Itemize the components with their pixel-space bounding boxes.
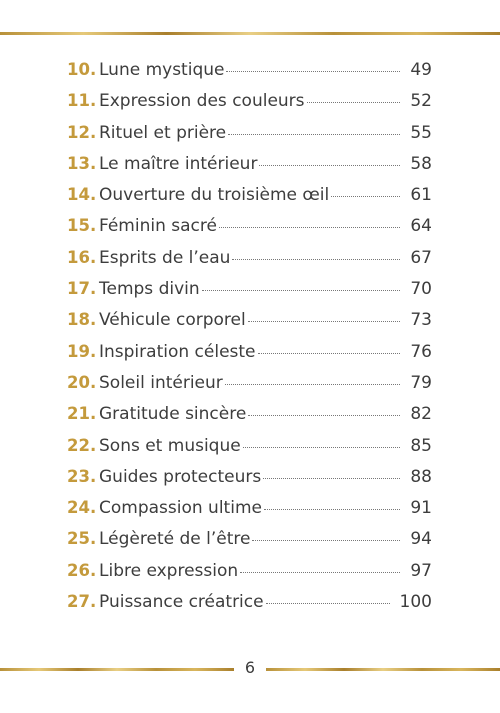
entry-page: 55 — [410, 122, 432, 143]
entry-page: 61 — [410, 185, 432, 206]
toc-entry: 19. Inspiration céleste 76 — [67, 342, 432, 373]
entry-page: 52 — [410, 91, 432, 112]
entry-title: Lune mystique — [99, 60, 225, 80]
entry-title: Gratitude sincère — [99, 404, 247, 425]
entry-page: 58 — [410, 153, 432, 174]
gold-rule — [0, 32, 500, 35]
dot-leader — [242, 446, 401, 448]
entry-number: 13. — [67, 153, 97, 173]
entry-number: 10. — [67, 60, 97, 79]
entry-number: 15. — [67, 216, 97, 236]
entry-title: Expression des couleurs — [99, 91, 305, 112]
entry-number: 17. — [67, 279, 97, 299]
entry-number: 23. — [67, 466, 97, 486]
entry-title: Soleil intérieur — [99, 372, 223, 393]
entry-page: 64 — [410, 216, 432, 237]
entry-title: Libre expression — [99, 560, 239, 581]
toc-entry: 12. Rituel et prière 55 — [67, 123, 432, 154]
toc-entry: 22. Sons et musique 85 — [67, 436, 432, 467]
dot-leader — [331, 196, 401, 198]
entry-title: Temps divin — [99, 279, 200, 300]
dot-leader — [252, 540, 401, 542]
toc-entry: 21. Gratitude sincère 82 — [67, 404, 432, 435]
entry-title: Puissance créatrice — [99, 592, 264, 613]
table-of-contents: 10. Lune mystique 49 11. Expression des coul… — [67, 60, 432, 623]
entry-page: 73 — [410, 310, 432, 331]
toc-entry: 20. Soleil intérieur 79 — [67, 373, 432, 404]
dot-leader — [247, 321, 401, 323]
dot-leader — [224, 383, 401, 385]
entry-title: Inspiration céleste — [99, 341, 256, 362]
toc-entry: 14. Ouverture du troisième œil 61 — [67, 185, 432, 216]
entry-title: Esprits de l’eau — [99, 247, 231, 268]
toc-entry: 15. Féminin sacré 64 — [67, 216, 432, 247]
entry-page: 88 — [410, 466, 432, 487]
toc-entry: 24. Compassion ultime 91 — [67, 498, 432, 529]
page-number: 6 — [244, 658, 256, 677]
entry-number: 27. — [67, 592, 97, 612]
entry-title: Sons et musique — [99, 435, 241, 456]
toc-entry: 10. Lune mystique 49 — [67, 60, 432, 91]
dot-leader — [240, 571, 401, 573]
entry-title: Légèreté de l’être — [99, 529, 251, 550]
entry-page: 76 — [410, 341, 432, 362]
dot-leader — [257, 352, 401, 354]
dot-leader — [306, 102, 401, 104]
entry-number: 26. — [67, 560, 97, 580]
entry-number: 20. — [67, 372, 97, 392]
entry-page: 94 — [410, 529, 432, 550]
entry-page: 85 — [410, 435, 432, 456]
dot-leader — [226, 71, 401, 72]
dot-leader — [263, 509, 401, 511]
toc-entry: 25. Légèreté de l’être 94 — [67, 529, 432, 560]
toc-entry: 27. Puissance créatrice 100 — [67, 592, 432, 623]
entry-number: 14. — [67, 185, 97, 205]
toc-entry: 11. Expression des couleurs 52 — [67, 91, 432, 122]
entry-page: 100 — [399, 592, 432, 613]
entry-title: Compassion ultime — [99, 498, 262, 519]
entry-number: 19. — [67, 341, 97, 361]
entry-title: Le maître intérieur — [99, 153, 258, 174]
entry-page: 79 — [410, 372, 432, 393]
toc-entry: 18. Véhicule corporel 73 — [67, 310, 432, 341]
entry-number: 18. — [67, 310, 97, 330]
dot-leader — [201, 290, 401, 292]
toc-entry: 26. Libre expression 97 — [67, 561, 432, 592]
entry-page: 91 — [410, 498, 432, 519]
entry-number: 22. — [67, 435, 97, 455]
entry-number: 16. — [67, 247, 97, 267]
entry-page: 82 — [410, 404, 432, 425]
dot-leader — [218, 227, 401, 229]
dot-leader — [263, 477, 401, 479]
toc-entry: 16. Esprits de l’eau 67 — [67, 248, 432, 279]
toc-entry: 23. Guides protecteurs 88 — [67, 467, 432, 498]
dot-leader — [232, 258, 401, 260]
entry-number: 24. — [67, 498, 97, 518]
dot-leader — [248, 415, 401, 417]
entry-title: Véhicule corporel — [99, 310, 246, 331]
entry-page: 70 — [410, 279, 432, 300]
gold-rule — [0, 668, 234, 671]
entry-page: 97 — [410, 560, 432, 581]
dot-leader — [228, 133, 401, 135]
entry-page: 49 — [410, 60, 432, 80]
entry-number: 25. — [67, 529, 97, 549]
gold-rule — [266, 668, 500, 671]
entry-title: Guides protecteurs — [99, 466, 262, 487]
entry-title: Ouverture du troisième œil — [99, 185, 330, 206]
entry-number: 12. — [67, 122, 97, 142]
entry-number: 11. — [67, 91, 97, 111]
entry-number: 21. — [67, 404, 97, 424]
toc-entry: 13. Le maître intérieur 58 — [67, 154, 432, 185]
dot-leader — [265, 603, 390, 605]
entry-page: 67 — [410, 247, 432, 268]
toc-entry: 17. Temps divin 70 — [67, 279, 432, 310]
dot-leader — [259, 164, 401, 166]
entry-title: Rituel et prière — [99, 122, 227, 143]
entry-title: Féminin sacré — [99, 216, 217, 237]
